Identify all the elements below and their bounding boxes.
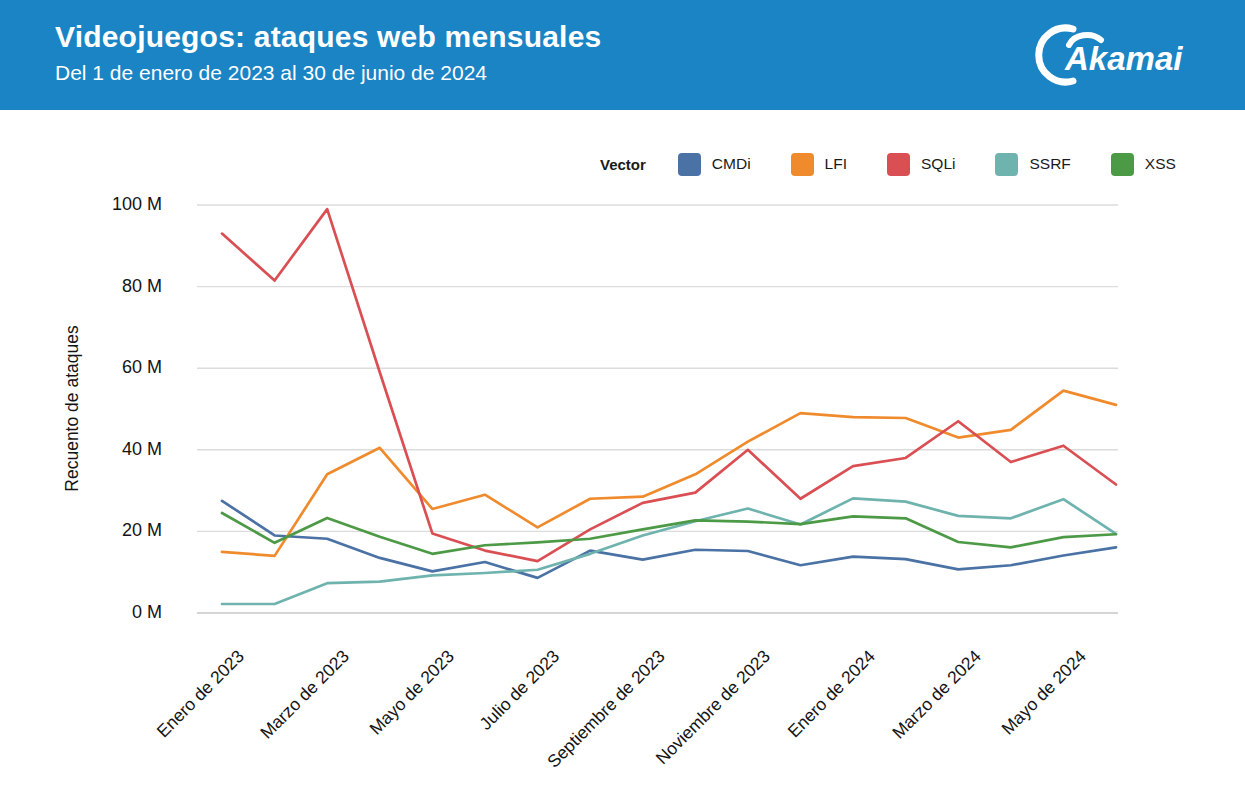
legend-label-LFI: LFI (825, 155, 847, 173)
y-tick-label: 80 M (42, 276, 162, 297)
y-tick-label: 40 M (42, 439, 162, 460)
chart-legend: Vector CMDi LFI SQLi SSRF XSS (600, 140, 1176, 188)
legend-label-SSRF: SSRF (1029, 155, 1070, 173)
legend-label-XSS: XSS (1145, 155, 1176, 173)
series-line-SQLi (222, 209, 1116, 561)
legend-swatch-LFI (791, 153, 814, 176)
legend-label-CMDi: CMDi (712, 155, 751, 173)
legend-item-SQLi[interactable]: SQLi (887, 153, 955, 176)
legend-item-XSS[interactable]: XSS (1111, 153, 1176, 176)
legend-item-SSRF[interactable]: SSRF (995, 153, 1070, 176)
y-tick-label: 100 M (42, 194, 162, 215)
legend-swatch-SSRF (995, 153, 1018, 176)
legend-swatch-SQLi (887, 153, 910, 176)
legend-item-CMDi[interactable]: CMDi (678, 153, 751, 176)
legend-item-LFI[interactable]: LFI (791, 153, 847, 176)
y-axis-title: Recuento de ataques (62, 309, 83, 509)
legend-label-SQLi: SQLi (921, 155, 955, 173)
legend-title: Vector (600, 156, 646, 173)
y-tick-label: 0 M (42, 602, 162, 623)
y-tick-label: 20 M (42, 520, 162, 541)
legend-swatch-XSS (1111, 153, 1134, 176)
y-tick-label: 60 M (42, 357, 162, 378)
series-line-SSRF (222, 498, 1116, 604)
series-line-XSS (222, 513, 1116, 554)
series-line-CMDi (222, 501, 1116, 578)
legend-swatch-CMDi (678, 153, 701, 176)
